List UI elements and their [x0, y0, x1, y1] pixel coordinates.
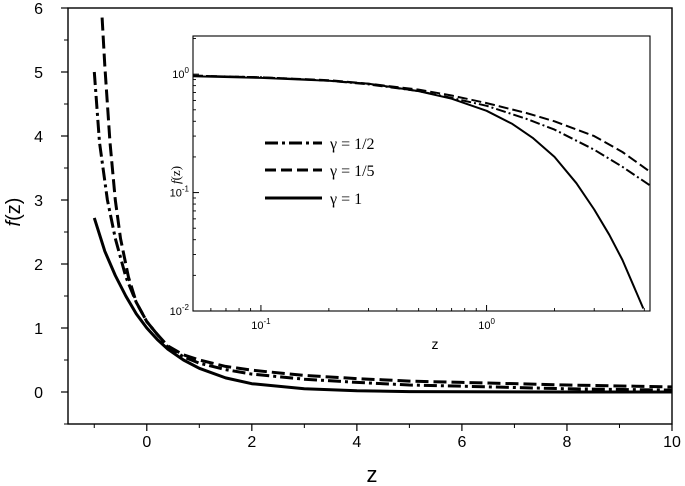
inset-series-layer [192, 74, 651, 309]
inset-legend: γ = 1/2 γ = 1/5 γ = 1 [265, 136, 375, 208]
main-y-tick-label: 1 [34, 321, 43, 338]
main-y-tick-label: 0 [34, 385, 43, 402]
main-y-tick-label: 6 [34, 1, 43, 18]
main-y-tick-label: 5 [34, 65, 43, 82]
inset-x-tick-label: 10-1 [251, 317, 271, 332]
inset-series-line-0 [192, 74, 651, 187]
main-y-axis-label-symbol: f [3, 218, 25, 226]
inset-y-tick-label: 100 [172, 66, 189, 81]
main-x-tick-label: 0 [142, 434, 151, 451]
inset-y-axis-label: f(z) [168, 166, 183, 184]
main-x-axis-label: z [367, 462, 378, 486]
main-x-tick-label: 2 [247, 434, 256, 451]
inset-background [193, 36, 650, 311]
inset-plot-frame [192, 35, 651, 312]
inset-legend-label-2: γ = 1 [329, 191, 362, 208]
main-y-axis-label: f(z) [3, 198, 25, 227]
main-y-axis-label-arg: (z) [3, 198, 25, 221]
main-x-tick-label: 4 [352, 434, 361, 451]
main-y-tick-label: 2 [34, 257, 43, 274]
main-y-tick-label: 3 [34, 193, 43, 210]
main-series-line-0 [92, 71, 673, 392]
main-plot-frame [67, 7, 673, 425]
inset-series-line-1 [192, 74, 651, 173]
inset-legend-label-1: γ = 1/5 [329, 163, 375, 180]
main-series-line-1 [100, 17, 673, 389]
main-y-tick-label: 4 [34, 129, 43, 146]
main-x-tick-label: 6 [457, 434, 466, 451]
inset-y-axis-label-symbol: f [168, 178, 183, 184]
inset-series-line-2 [192, 75, 645, 309]
inset-x-tick-label: 100 [478, 317, 495, 332]
main-series-layer [92, 17, 673, 394]
inset-y-tick-label: 10-1 [170, 185, 190, 200]
inset-legend-label-0: γ = 1/2 [329, 136, 375, 153]
main-x-tick-label: 10 [663, 434, 681, 451]
main-x-tick-label: 8 [563, 434, 572, 451]
inset-y-tick-label: 10-2 [170, 303, 190, 318]
inset-ticks: 10-1 100 10-2 10-1 100 [170, 38, 645, 332]
inset-y-axis-label-arg: (z) [168, 166, 183, 180]
inset-x-axis-label: z [432, 336, 439, 352]
main-series-line-2 [92, 217, 672, 394]
